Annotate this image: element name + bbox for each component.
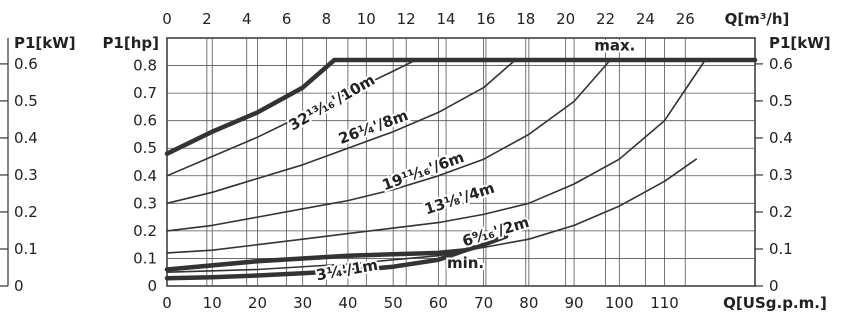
x-bottom-tick-label: 50: [384, 294, 403, 312]
x-bottom-tick-label: 100: [605, 294, 634, 312]
y-left-tick-label: 0.6: [133, 112, 157, 130]
curve-label-0: max.: [594, 36, 635, 54]
curve-7: [164, 234, 509, 272]
y-left-tick-label: 0: [147, 277, 157, 295]
y-left-tick-label: 0.8: [133, 57, 157, 75]
x-top-tick-label: 24: [636, 10, 655, 28]
y-right-axis-title: P1[kW]: [769, 34, 831, 52]
x-bottom-tick-label: 0: [162, 294, 172, 312]
x-top-tick-label: 6: [282, 10, 292, 28]
y-left-outer-tick-label: 0.3: [14, 166, 38, 184]
curve-label-6: 3¹⁄₄'/1m: [315, 256, 379, 285]
y-left-outer-tick-label: 0: [14, 277, 24, 295]
x-top-tick-label: 0: [162, 10, 172, 28]
x-bottom-tick-label: 40: [338, 294, 357, 312]
y-left-outer-tick-label: 0.5: [14, 92, 38, 110]
y-left-tick-label: 0.3: [133, 194, 157, 212]
x-bottom-tick-label: 20: [248, 294, 267, 312]
x-top-tick-label: 26: [676, 10, 695, 28]
tick-layer: 0 10 20 30 40 50 60 70 80 90 100 110 Q[USg.p.m.]0 2 4 6…: [0, 10, 831, 312]
x-top-tick-label: 12: [397, 10, 416, 28]
x-bottom-axis-title: Q[USg.p.m.]: [723, 294, 827, 312]
x-top-tick-label: 4: [242, 10, 252, 28]
x-bottom-tick-label: 60: [429, 294, 448, 312]
x-bottom-tick-label: 30: [293, 294, 312, 312]
y-left-tick-label: 0.2: [133, 222, 157, 240]
x-bottom-tick-label: 80: [519, 294, 538, 312]
x-bottom-tick-label: 70: [474, 294, 493, 312]
curve-5: [166, 158, 697, 273]
y-left-outer-axis-title: P1[kW]: [14, 34, 76, 52]
grid-layer: [166, 37, 756, 287]
x-top-tick-label: 16: [476, 10, 495, 28]
y-left-tick-label: 0.5: [133, 139, 157, 157]
curve-layer: [164, 57, 758, 281]
x-top-tick-label: 20: [556, 10, 575, 28]
y-left-tick-label: 0.1: [133, 249, 157, 267]
y-left-tick-label: 0.7: [133, 84, 157, 102]
y-right-tick-label: 0.6: [769, 55, 793, 73]
x-top-tick-label: 14: [437, 10, 456, 28]
x-bottom-tick-label: 110: [650, 294, 679, 312]
y-left-outer-tick-label: 0.6: [14, 55, 38, 73]
curve-1: [166, 59, 417, 177]
x-top-tick-label: 8: [322, 10, 332, 28]
curve-label-2: 26¹⁄₄'/8m: [336, 106, 410, 148]
x-bottom-tick-label: 90: [565, 294, 584, 312]
x-top-tick-label: 22: [596, 10, 615, 28]
y-right-tick-label: 0: [769, 277, 779, 295]
curve-4: [166, 59, 706, 254]
curve-0: [164, 57, 758, 156]
y-left-outer-tick-label: 0.2: [14, 203, 38, 221]
y-right-tick-label: 0.4: [769, 129, 793, 147]
y-left-tick-label: 0.4: [133, 167, 157, 185]
y-right-tick-label: 0.5: [769, 92, 793, 110]
y-right-tick-label: 0.2: [769, 203, 793, 221]
x-top-tick-label: 18: [516, 10, 535, 28]
y-right-tick-label: 0.1: [769, 240, 793, 258]
y-left-outer-tick-label: 0.4: [14, 129, 38, 147]
curve-2: [166, 59, 517, 205]
x-top-axis-title: Q[m³/h]: [725, 10, 790, 28]
y-left-axis-title: P1[hp]: [102, 34, 159, 52]
label-layer: max.32¹³⁄₁₆'/10m26¹⁄₄'/8m19¹¹⁄₁₆'/6m13¹⁄…: [284, 34, 638, 286]
y-left-outer-tick-label: 0.1: [14, 240, 38, 258]
curve-6: [164, 247, 468, 281]
x-bottom-tick-label: 10: [203, 294, 222, 312]
x-top-tick-label: 10: [357, 10, 376, 28]
curve-label-7: min.: [447, 254, 484, 272]
plot-frame: [166, 37, 756, 287]
x-top-tick-label: 2: [202, 10, 212, 28]
y-right-tick-label: 0.3: [769, 166, 793, 184]
curve-3: [166, 59, 612, 232]
